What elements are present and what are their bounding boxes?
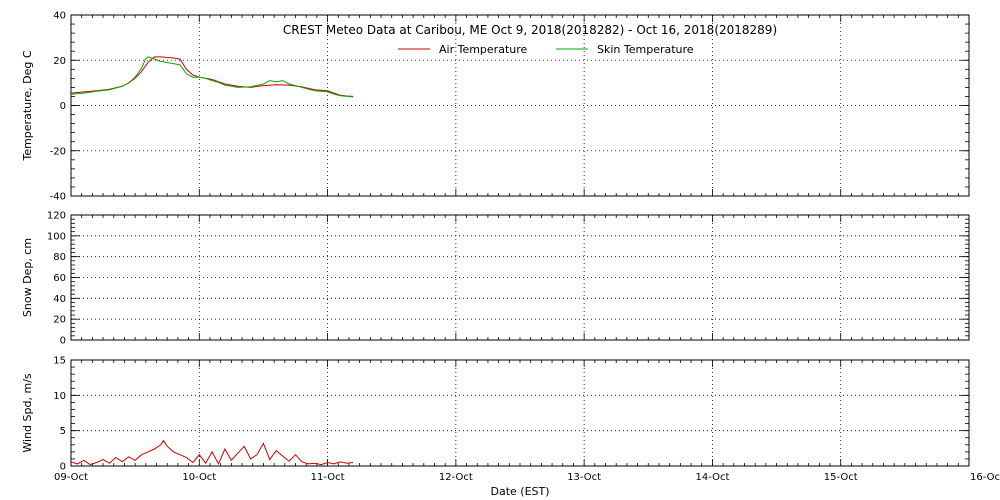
y-tick-label: 0	[60, 101, 66, 112]
panel-frame	[70, 359, 970, 467]
panel-3: 0 5 10 15 Wind Spd, m/s	[21, 356, 970, 473]
x-tick-label: 11-Oct	[311, 472, 345, 483]
y-axis-title: Snow Dep, cm	[21, 238, 34, 317]
x-tick-label: 15-Oct	[824, 472, 858, 483]
x-tick-label: 12-Oct	[439, 472, 473, 483]
y-tick-label: 40	[53, 294, 66, 305]
legend-label: Skin Temperature	[597, 43, 694, 56]
y-tick-label: 0	[60, 462, 66, 473]
y-axis-title: Wind Spd, m/s	[21, 373, 34, 453]
x-tick-label: 16-Oct	[970, 472, 1000, 483]
x-tick-label: 09-Oct	[54, 472, 88, 483]
y-tick-label: 60	[53, 273, 66, 284]
y-tick-label: 80	[53, 252, 66, 263]
panel-2: 0 20 40 60 80 100 120 Snow Dep, cm	[21, 211, 970, 347]
x-tick-label: 10-Oct	[182, 472, 216, 483]
chart-title: CREST Meteo Data at Caribou, ME Oct 9, 2…	[283, 23, 777, 37]
panels-layer: -40 -20 0 20 40 Temperature, Deg C Air Tempera…	[21, 11, 1000, 484]
y-tick-label: 5	[60, 426, 66, 437]
y-tick-label: 100	[47, 231, 66, 242]
y-axis-title: Temperature, Deg C	[21, 50, 34, 161]
panel-frame	[70, 214, 970, 341]
series-line-1-2	[70, 56, 354, 98]
x-tick-label: 13-Oct	[567, 472, 601, 483]
x-tick-label: 14-Oct	[695, 472, 729, 483]
y-tick-label: 40	[53, 11, 66, 22]
y-tick-label: 0	[60, 336, 66, 347]
panel-1: -40 -20 0 20 40 Temperature, Deg C Air Tempera…	[21, 11, 970, 203]
y-tick-label: 15	[53, 356, 66, 367]
series-line-3-1	[70, 439, 354, 466]
x-axis-title: Date (EST)	[490, 485, 549, 498]
y-tick-label: 20	[53, 315, 66, 326]
y-tick-label: -40	[50, 192, 66, 203]
legend-label: Air Temperature	[439, 43, 528, 56]
y-tick-label: -20	[50, 146, 66, 157]
panel-frame	[70, 14, 970, 197]
y-tick-label: 120	[47, 211, 66, 222]
y-tick-label: 20	[53, 56, 66, 67]
legend: Air Temperature Skin Temperature	[398, 43, 694, 56]
y-tick-label: 10	[53, 391, 66, 402]
